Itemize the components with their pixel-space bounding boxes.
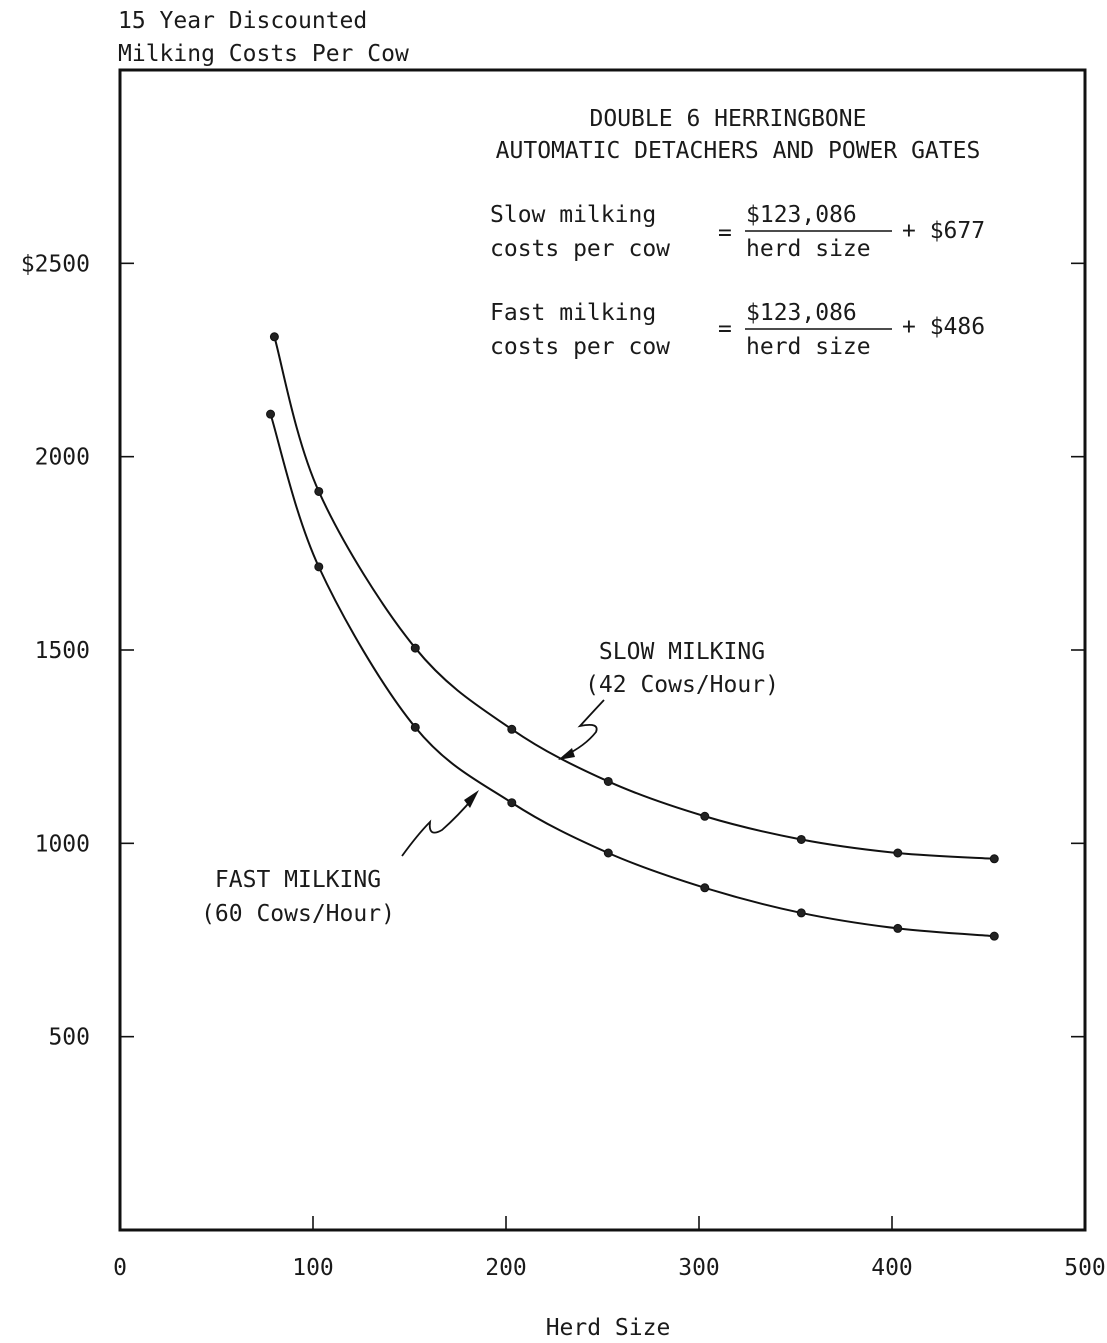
data-point-slow (507, 724, 517, 734)
y-tick-label: 2000 (35, 445, 90, 471)
fast-leader-line (401, 796, 475, 857)
slow-leader-arrowhead (558, 748, 575, 760)
formula-fast-lhs-line-2: costs per cow (490, 334, 670, 360)
series-line-slow (273, 336, 995, 860)
x-axis-label: Herd Size (546, 1315, 671, 1341)
formula-slow-constant: + $677 (902, 218, 985, 244)
formula-fast-constant: + $486 (902, 314, 985, 340)
formula-slow-lhs-line-2: costs per cow (490, 236, 670, 262)
y-tick-label: $2500 (21, 251, 90, 277)
data-point-fast (989, 931, 999, 941)
series-label-slow-line-2: (42 Cows/Hour) (585, 672, 779, 698)
data-point-fast (893, 923, 903, 933)
formula-fast-denominator: herd size (746, 334, 871, 360)
x-tick-label: 0 (113, 1255, 127, 1281)
data-point-fast (603, 848, 613, 858)
y-tick-label: 1000 (35, 831, 90, 857)
slow-leader-arrow (558, 699, 605, 760)
data-point-slow (796, 834, 806, 844)
slow-leader-line (563, 699, 605, 757)
formula-fast-equals: = (718, 316, 732, 342)
series-label-fast-line-2: (60 Cows/Hour) (201, 901, 395, 927)
data-point-slow (314, 486, 324, 496)
formula-slow-lhs-line-1: Slow milking (490, 202, 656, 228)
data-point-slow (603, 776, 613, 786)
y-tick-label: 500 (48, 1025, 90, 1051)
series-layer (266, 332, 999, 941)
formula-slow-numerator: $123,086 (746, 202, 857, 228)
data-point-slow (700, 811, 710, 821)
y-tick-label: 1500 (35, 638, 90, 664)
chart-title-line-1: DOUBLE 6 HERRINGBONE (590, 106, 867, 132)
series-line-fast (269, 413, 995, 938)
formula-slow-equals: = (718, 220, 732, 246)
formula-slow: Slow milking costs per cow = $123,086 he… (490, 202, 985, 262)
data-point-slow (893, 848, 903, 858)
data-point-slow (410, 643, 420, 653)
data-point-fast (314, 562, 324, 572)
data-point-fast (410, 722, 420, 732)
x-tick-label: 200 (485, 1255, 527, 1281)
series-label-fast-line-1: FAST MILKING (215, 867, 381, 893)
data-point-fast (700, 883, 710, 893)
y-axis-label-line-2: Milking Costs Per Cow (118, 41, 409, 67)
chart-title-line-2: AUTOMATIC DETACHERS AND POWER GATES (496, 138, 981, 164)
formula-fast-lhs-line-1: Fast milking (490, 300, 656, 326)
formula-fast: Fast milking costs per cow = $123,086 he… (490, 300, 985, 360)
x-tick-label: 500 (1064, 1255, 1106, 1281)
data-point-fast (507, 798, 517, 808)
x-axis-ticks: 0 100 200 300 400 500 (113, 1216, 1106, 1281)
x-tick-label: 400 (871, 1255, 913, 1281)
x-tick-label: 100 (292, 1255, 334, 1281)
data-point-fast (266, 409, 276, 419)
formula-fast-numerator: $123,086 (746, 300, 857, 326)
data-point-slow (989, 854, 999, 864)
data-point-fast (796, 908, 806, 918)
x-tick-label: 300 (678, 1255, 720, 1281)
data-point-slow (269, 332, 279, 342)
y-axis-label-line-1: 15 Year Discounted (118, 8, 367, 34)
y-axis-ticks: 500 1000 1500 2000 $2500 (21, 251, 1085, 1051)
series-label-slow-line-1: SLOW MILKING (599, 639, 765, 665)
fast-leader-arrowhead (464, 790, 479, 808)
fast-leader-arrow (401, 790, 479, 857)
formula-slow-denominator: herd size (746, 236, 871, 262)
